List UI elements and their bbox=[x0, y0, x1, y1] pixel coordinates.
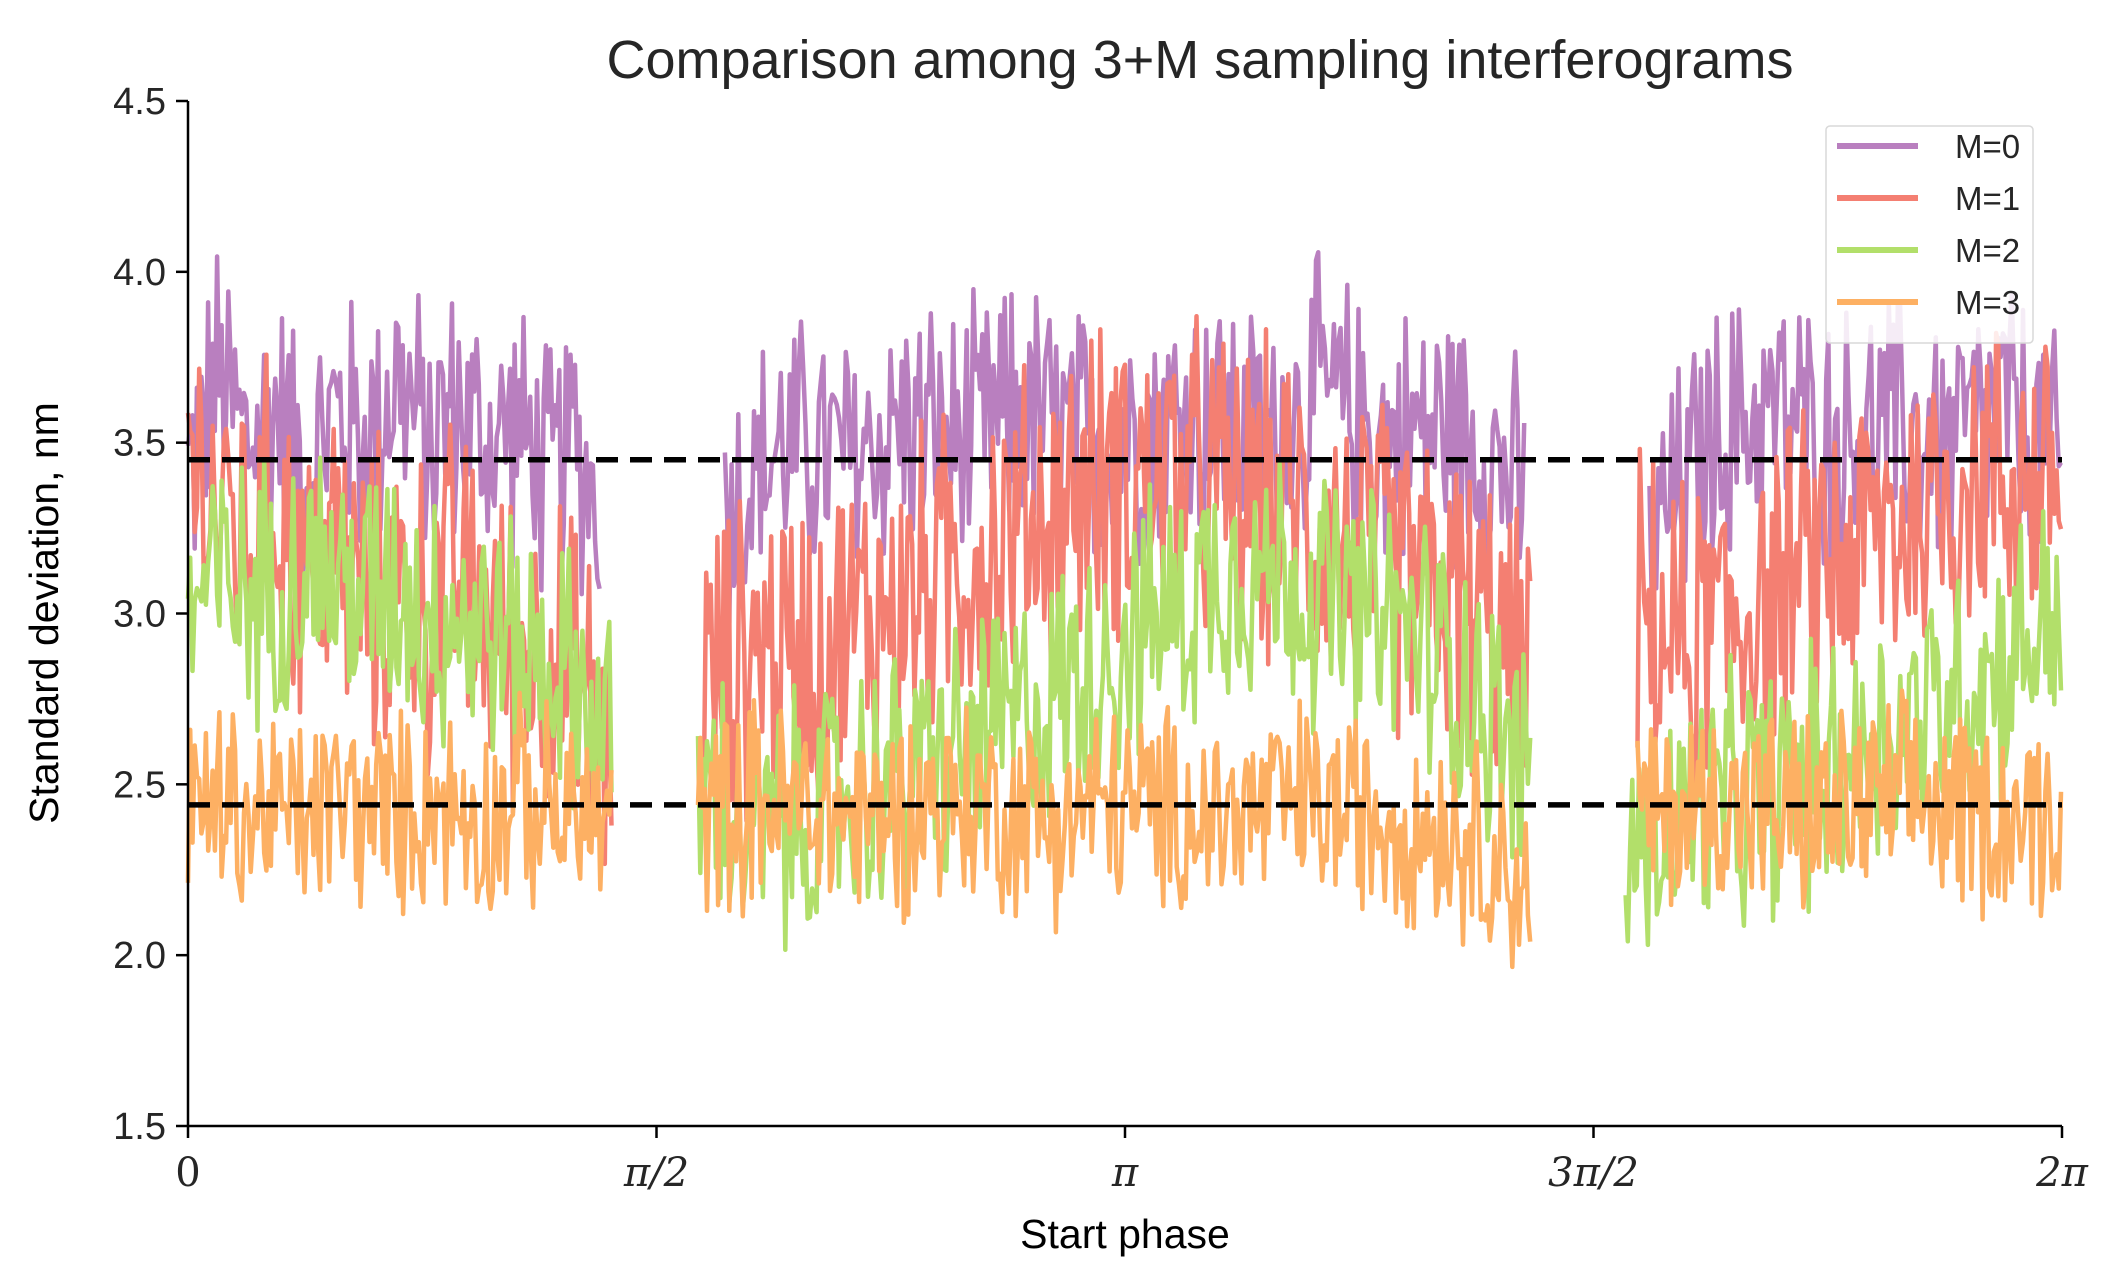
y-tick-label: 4.5 bbox=[113, 81, 166, 123]
series-line-m-1-segment-3 bbox=[1635, 330, 2064, 792]
ticks: 1.5 2.0 2.5 3.0 3.5 4.0 4.5 0 π/2 π 3π/2 2π bbox=[113, 81, 2088, 1196]
series-line-m-3-segment-2 bbox=[695, 697, 1533, 970]
y-tick-label: 3.0 bbox=[113, 594, 166, 636]
y-tick-label: 3.5 bbox=[113, 423, 166, 465]
series-line-m-3-segment-3 bbox=[1635, 688, 2064, 922]
legend: M=0 M=1 M=2 M=3 bbox=[1825, 125, 2034, 344]
series-layer bbox=[185, 250, 2064, 970]
series-line-m-2-segment-1 bbox=[185, 455, 614, 817]
y-tick-label: 4.0 bbox=[113, 252, 166, 294]
legend-label-m-1: M=1 bbox=[1955, 180, 2020, 217]
y-tick-label: 1.5 bbox=[113, 1106, 166, 1148]
x-tick-label: π/2 bbox=[623, 1150, 689, 1196]
y-tick-label: 2.5 bbox=[113, 764, 166, 806]
chart-title: Comparison among 3+M sampling interferog… bbox=[606, 30, 1793, 90]
y-axis-label: Standard deviation, nm bbox=[21, 402, 67, 824]
legend-label-m-3: M=3 bbox=[1955, 284, 2020, 321]
reference-lines bbox=[188, 457, 2062, 808]
series-line-m-1-segment-2 bbox=[701, 314, 1533, 837]
x-tick-label: 3π/2 bbox=[1548, 1150, 1639, 1196]
x-axis-label: Start phase bbox=[1020, 1211, 1230, 1257]
legend-label-m-0: M=0 bbox=[1955, 128, 2020, 165]
series-line-m-2-segment-2 bbox=[695, 461, 1533, 953]
x-tick-label: 0 bbox=[175, 1150, 200, 1196]
legend-label-m-2: M=2 bbox=[1955, 232, 2020, 269]
x-tick-label: π bbox=[1111, 1150, 1139, 1196]
series-line-m-0-segment-3 bbox=[1647, 292, 2063, 600]
x-tick-label: 2π bbox=[2035, 1150, 2088, 1196]
series-line-m-0-segment-1 bbox=[185, 254, 602, 597]
legend-frame bbox=[1825, 125, 2034, 344]
y-tick-label: 2.0 bbox=[113, 935, 166, 977]
